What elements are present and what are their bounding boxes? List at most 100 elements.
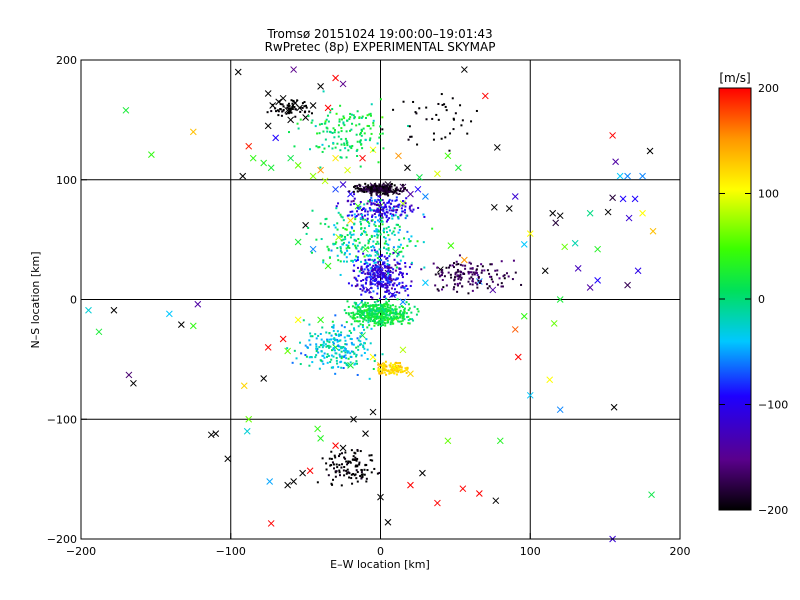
data-dot bbox=[328, 332, 331, 335]
data-dot bbox=[343, 336, 346, 339]
data-dot bbox=[373, 315, 376, 318]
data-dot bbox=[458, 254, 461, 257]
data-dot bbox=[385, 257, 388, 260]
data-dot bbox=[371, 315, 374, 318]
data-dot bbox=[374, 209, 377, 212]
data-dot bbox=[390, 214, 393, 217]
data-dot bbox=[369, 314, 372, 317]
data-dot bbox=[347, 313, 350, 316]
data-dot bbox=[271, 103, 274, 106]
data-dot bbox=[345, 312, 348, 315]
data-dot bbox=[351, 144, 354, 147]
data-dot bbox=[414, 244, 417, 247]
data-dot bbox=[355, 355, 358, 358]
data-dot bbox=[287, 110, 290, 113]
data-point bbox=[272, 134, 280, 142]
data-dot bbox=[332, 141, 335, 144]
data-dot bbox=[373, 199, 376, 202]
data-dot bbox=[358, 123, 361, 126]
data-dot bbox=[369, 305, 372, 308]
data-dot bbox=[381, 269, 384, 272]
data-dot bbox=[364, 218, 367, 221]
data-dot bbox=[389, 309, 392, 312]
data-point bbox=[612, 158, 619, 166]
data-point bbox=[552, 219, 560, 227]
data-dot bbox=[372, 202, 375, 205]
data-dot bbox=[408, 125, 411, 128]
data-dot bbox=[373, 312, 376, 315]
data-dot bbox=[348, 246, 351, 249]
data-point bbox=[604, 208, 612, 216]
data-dot bbox=[411, 318, 414, 321]
data-dot bbox=[368, 186, 371, 189]
data-dot bbox=[404, 202, 407, 205]
data-dot bbox=[378, 255, 381, 258]
data-dot bbox=[360, 315, 363, 318]
data-dot bbox=[432, 138, 435, 141]
data-dot bbox=[368, 275, 371, 278]
data-dot bbox=[366, 219, 369, 222]
data-point bbox=[245, 142, 253, 150]
data-dot bbox=[382, 275, 385, 278]
data-dot bbox=[360, 248, 363, 251]
data-dot bbox=[410, 135, 413, 138]
data-dot bbox=[372, 304, 375, 307]
data-dot bbox=[354, 277, 357, 280]
data-point bbox=[511, 326, 519, 333]
data-dot bbox=[363, 214, 366, 217]
data-dot bbox=[326, 127, 329, 130]
data-dot bbox=[397, 364, 400, 367]
data-dot bbox=[383, 261, 386, 264]
data-dot bbox=[447, 266, 450, 269]
data-dot bbox=[375, 204, 378, 207]
data-dot bbox=[393, 282, 396, 285]
data-dot bbox=[364, 272, 367, 275]
data-dot bbox=[393, 258, 396, 261]
data-dot bbox=[334, 471, 337, 474]
data-dot bbox=[370, 471, 373, 474]
data-dot bbox=[389, 206, 392, 209]
data-dot bbox=[379, 98, 382, 101]
data-dot bbox=[399, 267, 402, 270]
data-dot bbox=[386, 306, 389, 309]
data-dot bbox=[350, 331, 353, 334]
data-dot bbox=[434, 273, 437, 276]
data-dot bbox=[354, 317, 357, 320]
data-dot bbox=[390, 185, 393, 188]
data-dot bbox=[343, 143, 346, 146]
data-dot bbox=[384, 286, 387, 289]
data-point bbox=[110, 306, 118, 314]
data-dot bbox=[388, 292, 391, 295]
data-dot bbox=[385, 220, 388, 223]
data-dot bbox=[441, 268, 444, 271]
data-point bbox=[189, 322, 197, 330]
data-dot bbox=[376, 287, 379, 290]
data-dot bbox=[397, 368, 400, 371]
data-dot bbox=[378, 213, 381, 216]
data-dot bbox=[373, 246, 376, 249]
data-point bbox=[459, 485, 467, 493]
data-dot bbox=[356, 309, 359, 312]
data-dot bbox=[387, 300, 390, 303]
data-dot bbox=[339, 234, 342, 237]
data-dot bbox=[356, 258, 359, 261]
data-dot bbox=[308, 339, 311, 342]
data-dot bbox=[382, 231, 385, 234]
data-dot bbox=[345, 472, 348, 475]
data-dot bbox=[346, 214, 349, 217]
data-dot bbox=[384, 302, 387, 305]
data-point bbox=[586, 284, 594, 291]
data-dot bbox=[370, 454, 373, 457]
data-point bbox=[294, 316, 302, 324]
data-dot bbox=[374, 283, 377, 286]
data-dot bbox=[363, 473, 366, 476]
data-point bbox=[339, 181, 347, 188]
data-dot bbox=[360, 299, 363, 302]
data-dot bbox=[343, 465, 346, 468]
data-dot bbox=[370, 246, 373, 249]
data-dot bbox=[379, 194, 382, 197]
data-dot bbox=[286, 106, 289, 109]
y-axis-label: N–S location [km] bbox=[29, 251, 42, 348]
data-dot bbox=[277, 114, 280, 117]
data-dot bbox=[341, 452, 344, 455]
